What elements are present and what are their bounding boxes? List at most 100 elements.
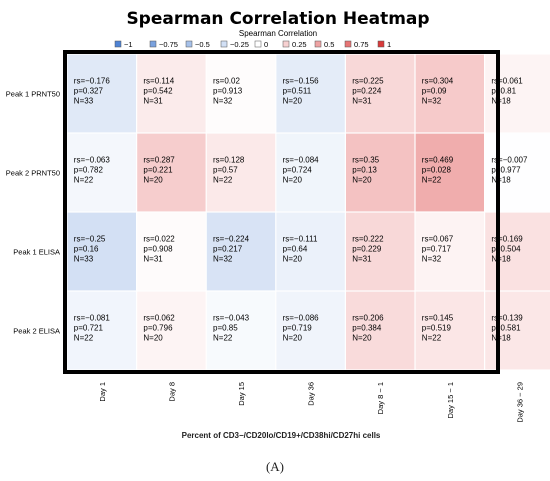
x-tick-label: Day 8 bbox=[167, 382, 176, 402]
legend-label: 0.75 bbox=[354, 40, 369, 49]
x-tick-label: Day 36 − 29 bbox=[515, 382, 524, 423]
cell-p-label: p=0.327 bbox=[74, 87, 104, 96]
y-tick-label: Peak 1 PRNT50 bbox=[6, 90, 60, 99]
cell-p-label: p=0.717 bbox=[422, 245, 452, 254]
cell-n-label: N=22 bbox=[74, 176, 94, 185]
cell-n-label: N=22 bbox=[422, 176, 442, 185]
cell-rs-label: rs=0.022 bbox=[143, 235, 175, 244]
cell-n-label: N=20 bbox=[143, 176, 163, 185]
heatmap-cell bbox=[206, 133, 276, 212]
cell-n-label: N=20 bbox=[143, 334, 163, 343]
cell-n-label: N=20 bbox=[283, 255, 303, 264]
cell-n-label: N=20 bbox=[283, 176, 303, 185]
cell-rs-label: rs=0.02 bbox=[213, 77, 240, 86]
cell-rs-label: rs=0.067 bbox=[422, 235, 454, 244]
heatmap-cell bbox=[206, 291, 276, 370]
cell-n-label: N=32 bbox=[422, 255, 442, 264]
cell-rs-label: rs=0.304 bbox=[422, 77, 454, 86]
y-tick-label: Peak 2 ELISA bbox=[13, 327, 60, 336]
cell-p-label: p=0.09 bbox=[422, 87, 447, 96]
heatmap-cell bbox=[137, 291, 206, 370]
cell-p-label: p=0.782 bbox=[74, 166, 104, 175]
cell-n-label: N=22 bbox=[422, 334, 442, 343]
cell-n-label: N=20 bbox=[352, 334, 372, 343]
heatmap-cell bbox=[137, 54, 206, 133]
x-tick-label: Day 15 bbox=[237, 382, 246, 406]
heatmap-cell bbox=[206, 54, 276, 133]
heatmap-cell bbox=[276, 54, 345, 133]
heatmap-cell bbox=[67, 291, 136, 370]
cell-n-label: N=18 bbox=[491, 97, 511, 106]
cell-rs-label: rs=0.222 bbox=[352, 235, 384, 244]
legend-swatch bbox=[220, 40, 228, 48]
legend-swatch bbox=[377, 40, 385, 48]
cell-p-label: p=0.796 bbox=[143, 324, 173, 333]
x-axis-labels: Day 1 Day 8 Day 15 Day 36 Day 8 − 1 Day 15 − … bbox=[98, 382, 525, 423]
cell-rs-label: rs=0.114 bbox=[143, 77, 174, 86]
cell-p-label: p=0.721 bbox=[74, 324, 104, 333]
cell-n-label: N=20 bbox=[283, 334, 303, 343]
legend-swatch bbox=[149, 40, 157, 48]
heatmap-cell bbox=[276, 212, 345, 291]
cell-n-label: N=20 bbox=[283, 97, 303, 106]
cell-rs-label: rs=0.128 bbox=[213, 156, 245, 165]
cell-n-label: N=31 bbox=[143, 255, 163, 264]
cell-n-label: N=31 bbox=[352, 255, 372, 264]
cell-n-label: N=22 bbox=[213, 334, 233, 343]
heatmap-cell bbox=[415, 212, 484, 291]
heatmap-cell bbox=[415, 133, 484, 212]
heatmap-cell bbox=[67, 133, 136, 212]
cell-n-label: N=31 bbox=[352, 97, 372, 106]
cell-rs-label: rs=0.206 bbox=[352, 314, 384, 323]
cell-p-label: p=0.028 bbox=[422, 166, 452, 175]
cell-rs-label: rs=−0.111 bbox=[283, 235, 318, 244]
cell-rs-label: rs=−0.086 bbox=[283, 314, 320, 323]
cell-p-label: p=0.64 bbox=[283, 245, 308, 254]
cell-p-label: p=0.217 bbox=[213, 245, 243, 254]
cell-n-label: N=33 bbox=[74, 255, 94, 264]
legend-label: −0.75 bbox=[159, 40, 178, 49]
cell-p-label: p=0.519 bbox=[422, 324, 452, 333]
cell-rs-label: rs=0.145 bbox=[422, 314, 454, 323]
cell-n-label: N=31 bbox=[143, 97, 163, 106]
cell-p-label: p=0.504 bbox=[491, 245, 521, 254]
cell-n-label: N=32 bbox=[422, 97, 442, 106]
cell-rs-label: rs=0.35 bbox=[352, 156, 379, 165]
x-tick-label: Day 36 bbox=[307, 382, 316, 406]
heatmap-frame bbox=[63, 50, 500, 374]
cell-p-label: p=0.724 bbox=[283, 166, 313, 175]
x-tick-label: Day 8 − 1 bbox=[376, 382, 385, 414]
heatmap-cell bbox=[346, 212, 415, 291]
cell-rs-label: rs=0.287 bbox=[143, 156, 175, 165]
legend-swatch bbox=[185, 40, 193, 48]
cell-rs-label: rs=−0.007 bbox=[491, 156, 528, 165]
heatmap-cell bbox=[276, 291, 345, 370]
x-tick-label: Day 15 − 1 bbox=[446, 382, 455, 418]
cell-rs-label: rs=0.061 bbox=[491, 77, 523, 86]
cell-p-label: p=0.229 bbox=[352, 245, 382, 254]
cell-p-label: p=0.81 bbox=[491, 87, 516, 96]
legend-label: −0.5 bbox=[195, 40, 210, 49]
cell-p-label: p=0.581 bbox=[491, 324, 521, 333]
x-axis-title: Percent of CD3−/CD20lo/CD19+/CD38hi/CD27… bbox=[182, 431, 381, 440]
cell-p-label: p=0.977 bbox=[491, 166, 521, 175]
cell-n-label: N=22 bbox=[74, 334, 94, 343]
cell-p-label: p=0.224 bbox=[352, 87, 382, 96]
cell-rs-label: rs=−0.25 bbox=[74, 235, 106, 244]
legend-label: −1 bbox=[124, 40, 133, 49]
cell-rs-label: rs=−0.156 bbox=[283, 77, 320, 86]
legend-title: Spearman Correlation bbox=[239, 29, 317, 38]
cell-p-label: p=0.221 bbox=[143, 166, 173, 175]
cell-rs-label: rs=−0.084 bbox=[283, 156, 320, 165]
cell-p-label: p=0.13 bbox=[352, 166, 377, 175]
legend-swatch bbox=[254, 40, 262, 48]
heatmap-cell bbox=[346, 133, 415, 212]
cell-rs-label: rs=−0.063 bbox=[74, 156, 111, 165]
heatmap-cell bbox=[137, 212, 206, 291]
legend-swatch bbox=[314, 40, 322, 48]
cell-p-label: p=0.913 bbox=[213, 87, 243, 96]
legend-label: −0.25 bbox=[230, 40, 249, 49]
heatmap-cell bbox=[346, 54, 415, 133]
heatmap-cell bbox=[276, 133, 345, 212]
chart-title: Spearman Correlation Heatmap bbox=[126, 9, 429, 29]
